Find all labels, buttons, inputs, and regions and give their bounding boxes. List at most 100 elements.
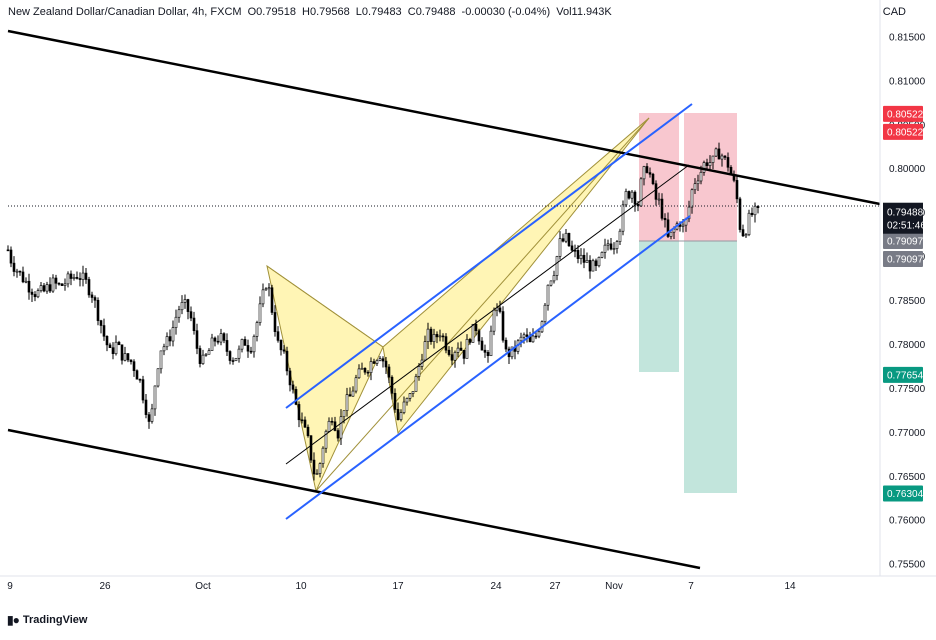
candle-body bbox=[621, 204, 625, 232]
candle-31 bbox=[99, 319, 103, 334]
candle-133 bbox=[405, 397, 409, 406]
candle-230 bbox=[696, 174, 700, 192]
candle-236 bbox=[714, 147, 718, 158]
candle-141 bbox=[429, 326, 433, 345]
candle-body bbox=[498, 307, 502, 312]
candle-body bbox=[378, 358, 382, 361]
candle-body bbox=[393, 392, 397, 410]
candle-body bbox=[75, 277, 79, 279]
candle-61 bbox=[189, 306, 193, 322]
candle-114 bbox=[348, 387, 352, 397]
candle-102 bbox=[312, 452, 316, 481]
time-tick-6: 27 bbox=[549, 581, 561, 592]
candle-body bbox=[141, 379, 145, 401]
price-axis[interactable]: 0.815000.810000.805000.800000.795000.790… bbox=[879, 0, 936, 576]
descending-channel-top[interactable] bbox=[7, 29, 881, 206]
candle-69 bbox=[213, 336, 217, 347]
descending-channel-bottom[interactable] bbox=[7, 428, 701, 570]
time-tick-1: 26 bbox=[99, 581, 111, 592]
ascending-channel-mid[interactable] bbox=[285, 164, 690, 465]
candle-body bbox=[549, 280, 553, 286]
candle-54 bbox=[168, 329, 172, 347]
candle-body bbox=[36, 290, 40, 298]
candle-144 bbox=[438, 329, 442, 342]
candle-body bbox=[510, 346, 514, 358]
candle-185 bbox=[561, 233, 565, 243]
candle-body bbox=[108, 344, 112, 348]
candle-55 bbox=[171, 320, 175, 347]
candle-body bbox=[129, 359, 133, 362]
candle-body bbox=[561, 238, 565, 242]
candle-125 bbox=[381, 356, 385, 368]
last-price-label: 0.79488 bbox=[887, 208, 924, 219]
candle-16 bbox=[54, 274, 58, 290]
candle-183 bbox=[555, 255, 559, 281]
candle-199 bbox=[603, 238, 607, 259]
price-tick-7: 0.78000 bbox=[889, 340, 926, 351]
last-price-tag: 0.79488 02:51:46 bbox=[883, 202, 926, 234]
candle-body bbox=[657, 198, 661, 201]
trendlines[interactable] bbox=[7, 29, 881, 570]
price-tag-label: 0.77654 bbox=[887, 370, 924, 381]
candle-104 bbox=[318, 462, 322, 478]
candle-200 bbox=[606, 239, 610, 251]
candle-body bbox=[438, 335, 442, 338]
candle-body bbox=[660, 198, 664, 219]
price-tag-3: 0.79097 bbox=[883, 251, 924, 267]
candle-body bbox=[210, 337, 214, 351]
candle-body bbox=[204, 353, 208, 356]
ascending-channel-lower[interactable] bbox=[285, 215, 691, 520]
tradingview-brand[interactable]: ▮● TradingView bbox=[7, 613, 87, 627]
symbol-legend[interactable]: New Zealand Dollar/Canadian Dollar, 4h, … bbox=[8, 6, 615, 18]
candle-173 bbox=[525, 328, 529, 343]
candle-body bbox=[552, 275, 556, 282]
candle-body bbox=[33, 294, 37, 298]
candle-219 bbox=[663, 213, 667, 228]
brand-name: TradingView bbox=[22, 614, 88, 626]
symbol-title: New Zealand Dollar/Canadian Dollar, 4h, … bbox=[8, 6, 242, 18]
price-tag-5: 0.76304 bbox=[883, 485, 924, 502]
price-tick-9: 0.77000 bbox=[889, 428, 926, 439]
candle-211 bbox=[639, 177, 643, 208]
candle-body bbox=[105, 335, 109, 346]
candle-14 bbox=[48, 277, 52, 293]
time-axis[interactable]: 9 26 Oct 10 17 24 27 Nov 7 14 bbox=[0, 575, 936, 592]
candle-246 bbox=[744, 233, 748, 239]
candle-body bbox=[288, 370, 292, 386]
price-tag-label: 0.80522 bbox=[887, 127, 924, 138]
candle-221 bbox=[669, 231, 673, 240]
candle-body bbox=[198, 348, 202, 364]
candle-72 bbox=[222, 332, 226, 344]
candle-body bbox=[435, 334, 439, 338]
candle-147 bbox=[447, 346, 451, 357]
candle-body bbox=[150, 408, 154, 422]
ohlc-low: L0.79483 bbox=[355, 6, 402, 18]
price-tag-bg bbox=[883, 123, 923, 140]
candle-body bbox=[189, 311, 193, 319]
candle-body bbox=[585, 259, 589, 263]
candle-body bbox=[501, 311, 505, 341]
candle-89 bbox=[273, 305, 277, 337]
candle-150 bbox=[456, 342, 460, 358]
price-tag-bg bbox=[883, 366, 923, 383]
candle-130 bbox=[396, 402, 400, 421]
price-tag-label: 0.80522 bbox=[887, 109, 924, 120]
candle-206 bbox=[624, 188, 628, 208]
candle-body bbox=[291, 384, 295, 390]
candle-body bbox=[399, 412, 403, 421]
candle-113 bbox=[345, 387, 349, 417]
ascending-channel-upper[interactable] bbox=[285, 103, 693, 409]
candle-body bbox=[216, 340, 220, 343]
candle-body bbox=[651, 173, 655, 184]
candle-12 bbox=[42, 282, 46, 293]
time-tick-3: 10 bbox=[295, 581, 307, 592]
candle-88 bbox=[270, 284, 274, 316]
candle-197 bbox=[597, 256, 601, 268]
candle-body bbox=[372, 361, 376, 364]
candle-227 bbox=[687, 200, 691, 223]
candle-body bbox=[576, 250, 580, 259]
tradingview-logo-icon: ▮● bbox=[7, 613, 20, 627]
candle-body bbox=[66, 273, 70, 285]
candle-162 bbox=[492, 307, 496, 336]
